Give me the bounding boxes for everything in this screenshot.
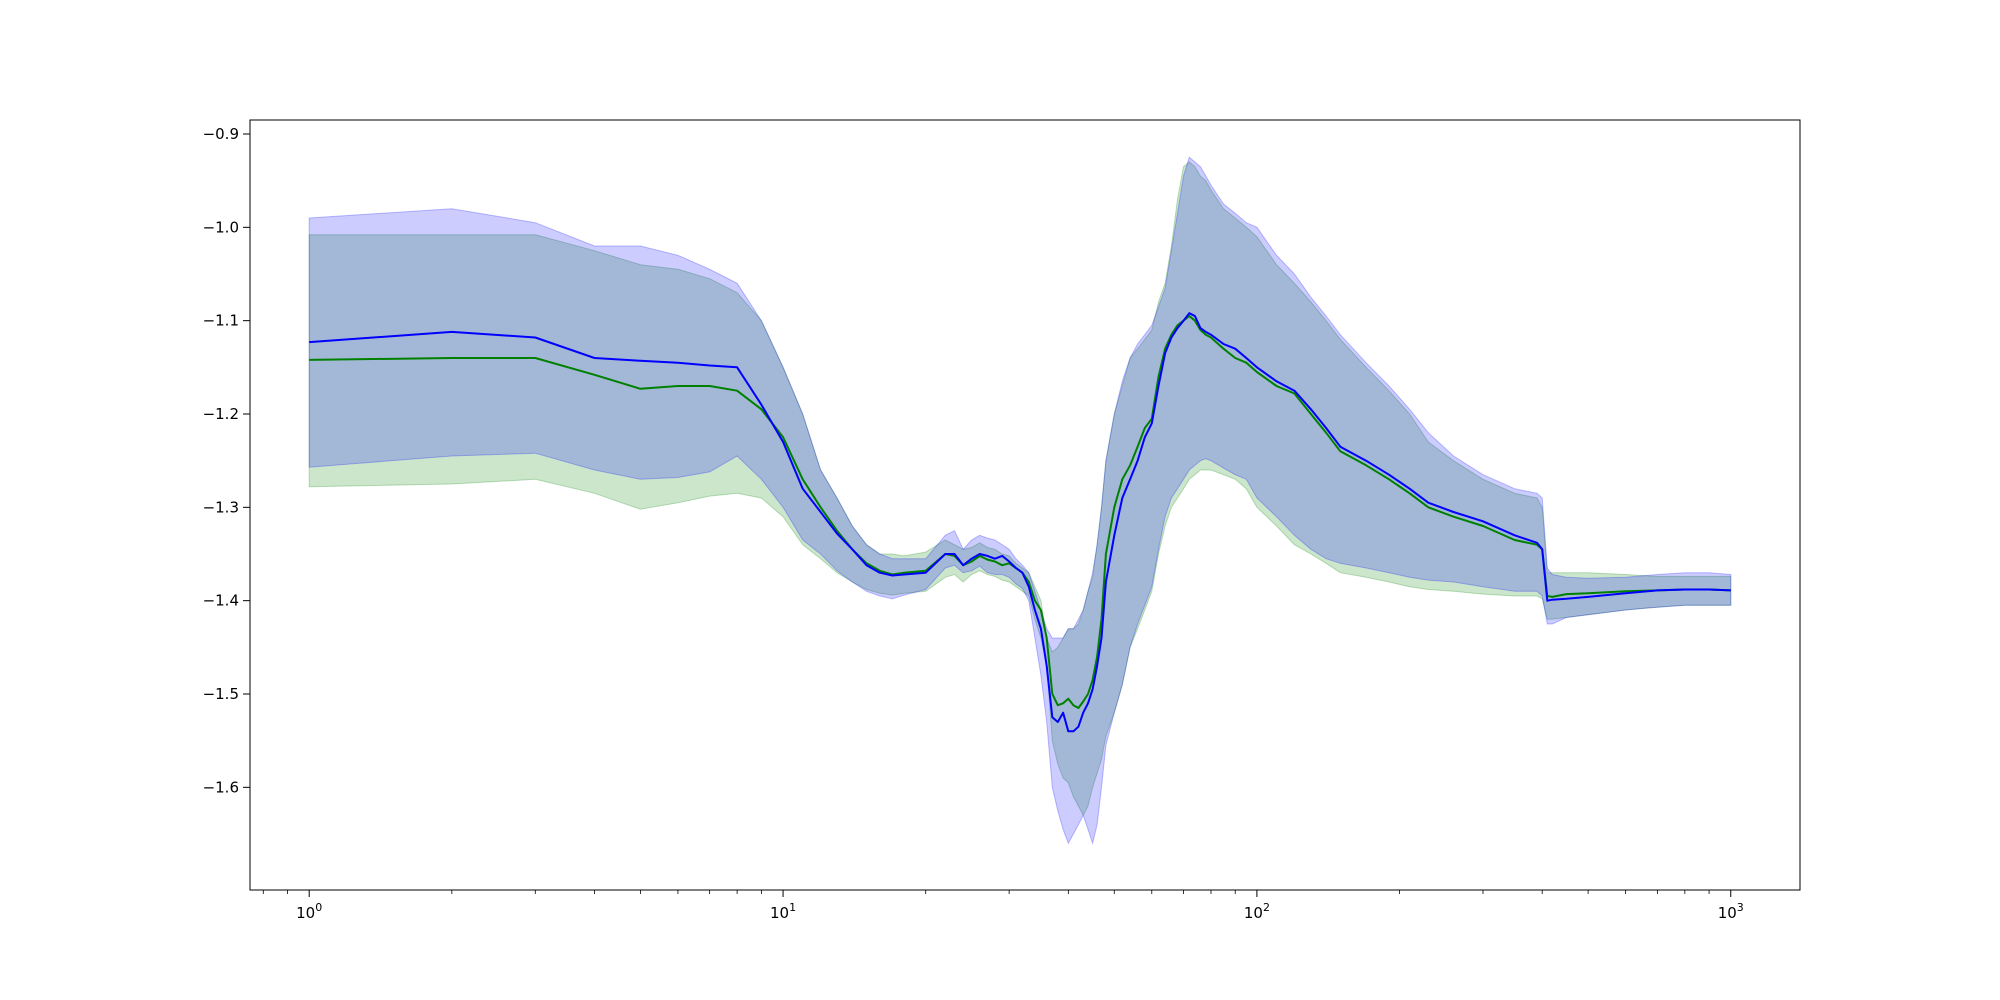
y-tick-label-3: −1.2: [203, 405, 239, 423]
series-1-line: [309, 315, 1731, 709]
series-1-band: [308, 161, 1732, 817]
series-2-band: [308, 156, 1732, 846]
y-tick-label-4: −1.3: [203, 498, 239, 516]
y-tick-label-1: −1.0: [203, 218, 239, 236]
plot-frame: [249, 119, 1801, 891]
y-tick-label-5: −1.4: [203, 592, 239, 610]
y-tick-label-2: −1.1: [203, 312, 239, 330]
series-lines: [309, 312, 1731, 733]
confidence-bands: [308, 156, 1732, 846]
y-axis: −0.9 −1.0 −1.1 −1.2 −1.3 −1.4 −1.5 −1.6: [203, 125, 250, 796]
series-2-line: [309, 312, 1731, 733]
y-tick-label-0: −0.9: [203, 125, 239, 143]
y-tick-label-6: −1.5: [203, 685, 239, 703]
y-tick-label-7: −1.6: [203, 778, 239, 796]
